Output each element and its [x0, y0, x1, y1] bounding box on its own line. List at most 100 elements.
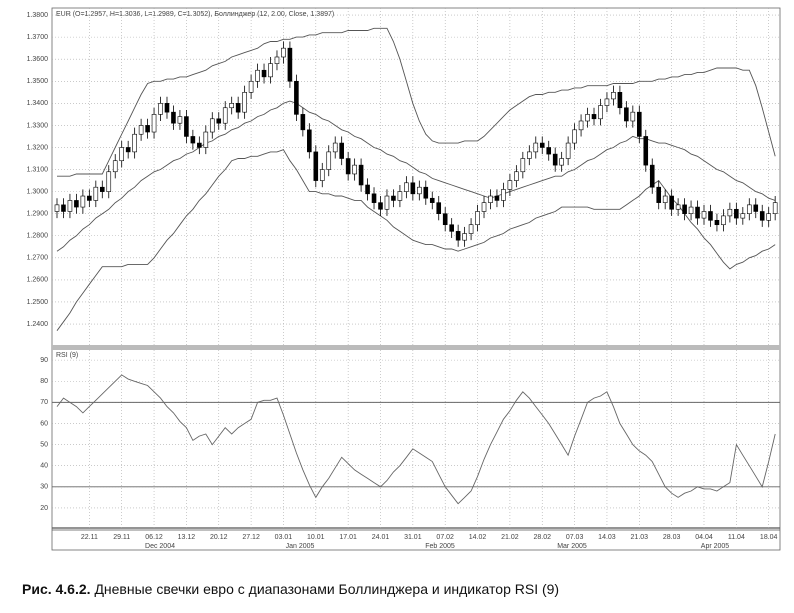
- y-tick-label: 1.2900: [27, 211, 49, 218]
- candle-body: [772, 202, 778, 214]
- y-tick-label: 1.2500: [27, 299, 49, 306]
- x-tick-label: 21.02: [501, 534, 519, 541]
- y-tick-label: 1.2400: [27, 321, 49, 328]
- candle-body: [643, 136, 649, 166]
- y-tick-label: 1.3300: [27, 122, 49, 129]
- x-tick-label: 22.11: [81, 534, 98, 541]
- candle-body: [410, 182, 416, 195]
- candle-body: [67, 200, 73, 212]
- candle-body: [455, 231, 461, 241]
- candle-body: [714, 220, 720, 226]
- candle-body: [630, 111, 636, 122]
- x-tick-label: 28.02: [533, 534, 551, 541]
- candle-body: [604, 98, 610, 106]
- indicator-title: RSI (9): [56, 352, 78, 359]
- candle-body: [682, 204, 687, 214]
- candle-body: [539, 142, 545, 148]
- candle-body: [397, 191, 403, 201]
- y-tick-label: 1.3100: [27, 166, 49, 173]
- candle-body: [721, 215, 726, 226]
- candle-body: [261, 69, 267, 78]
- candle-body: [734, 208, 739, 219]
- candle-body: [636, 111, 642, 137]
- candle-body: [209, 118, 215, 133]
- line-series: [57, 27, 776, 177]
- candle-body: [578, 120, 584, 131]
- candle-body: [164, 103, 170, 113]
- candle-body: [378, 202, 383, 210]
- x-tick-label: 07.03: [566, 534, 584, 541]
- candle-body: [222, 107, 228, 124]
- candle-body: [248, 80, 254, 93]
- candle-body: [99, 186, 105, 192]
- candle-body: [197, 142, 202, 148]
- x-tick-label: 28.03: [663, 534, 681, 541]
- y-tick-label: 1.2600: [27, 277, 49, 284]
- x-tick-label: 17.01: [339, 534, 357, 541]
- candle-body: [669, 195, 674, 210]
- candle-body: [727, 208, 733, 217]
- y-tick-label: 40: [40, 463, 48, 470]
- candle-body: [326, 151, 332, 170]
- candle-body: [138, 125, 144, 135]
- candle-body: [119, 147, 124, 162]
- candle-body: [404, 182, 409, 192]
- y-tick-label: 50: [40, 441, 48, 448]
- candle-body: [125, 147, 131, 153]
- candle-body: [695, 206, 700, 219]
- candle-body: [429, 197, 435, 203]
- candle-body: [106, 171, 112, 192]
- y-tick-label: 1.3200: [27, 144, 49, 151]
- candle-body: [746, 204, 752, 214]
- month-label: Jan 2005: [286, 543, 315, 550]
- chart-frame: [51, 7, 781, 551]
- candle-body: [87, 195, 92, 201]
- candle-body: [158, 103, 163, 115]
- x-tick-label: 29.11: [113, 534, 130, 541]
- candle-body: [656, 186, 662, 203]
- candle-body: [766, 213, 772, 221]
- candle-body: [442, 213, 448, 226]
- y-tick-label: 30: [40, 484, 48, 491]
- candle-body: [481, 202, 487, 212]
- candle-body: [759, 211, 765, 221]
- candle-body: [520, 158, 526, 173]
- month-label: Apr 2005: [701, 543, 730, 550]
- candle-body: [423, 186, 429, 199]
- y-tick-label: 1.2800: [27, 233, 49, 240]
- candle-body: [190, 136, 196, 144]
- candle-body: [255, 69, 260, 82]
- x-tick-label: 21.03: [631, 534, 649, 541]
- x-tick-label: 14.02: [469, 534, 487, 541]
- y-tick-label: 1.3600: [27, 56, 49, 63]
- candle-body: [740, 213, 746, 219]
- candle-body: [598, 105, 603, 120]
- candle-body: [371, 193, 377, 203]
- candle-body: [507, 180, 513, 190]
- candle-body: [61, 204, 66, 212]
- line-series: [56, 149, 776, 331]
- candle-body: [300, 114, 306, 131]
- candle-body: [80, 195, 86, 208]
- x-tick-label: 10.01: [307, 534, 325, 541]
- candle-body: [339, 142, 344, 159]
- chart: EUR (O=1.2957, H=1.3036, L=1.2989, C=1.3…: [27, 7, 781, 551]
- candle-body: [611, 92, 616, 100]
- candle-body: [708, 211, 713, 221]
- candle-body: [559, 158, 564, 166]
- y-tick-label: 1.2700: [27, 255, 49, 262]
- candle-body: [688, 206, 694, 214]
- candle-body: [468, 224, 474, 234]
- candle-body: [617, 92, 623, 109]
- x-tick-label: 07.02: [436, 534, 454, 541]
- month-label: Dec 2004: [145, 543, 175, 550]
- x-tick-label: 03.01: [275, 534, 293, 541]
- x-tick-label: 20.12: [210, 534, 228, 541]
- candle-body: [216, 118, 222, 124]
- caption: Рис. 4.6.2. Дневные свечки евро с диапаз…: [22, 581, 559, 597]
- candle-body: [675, 204, 681, 210]
- x-tick-label: 27.12: [242, 534, 260, 541]
- x-tick-label: 14.03: [598, 534, 616, 541]
- candle-body: [345, 158, 351, 175]
- candle-body: [572, 129, 577, 144]
